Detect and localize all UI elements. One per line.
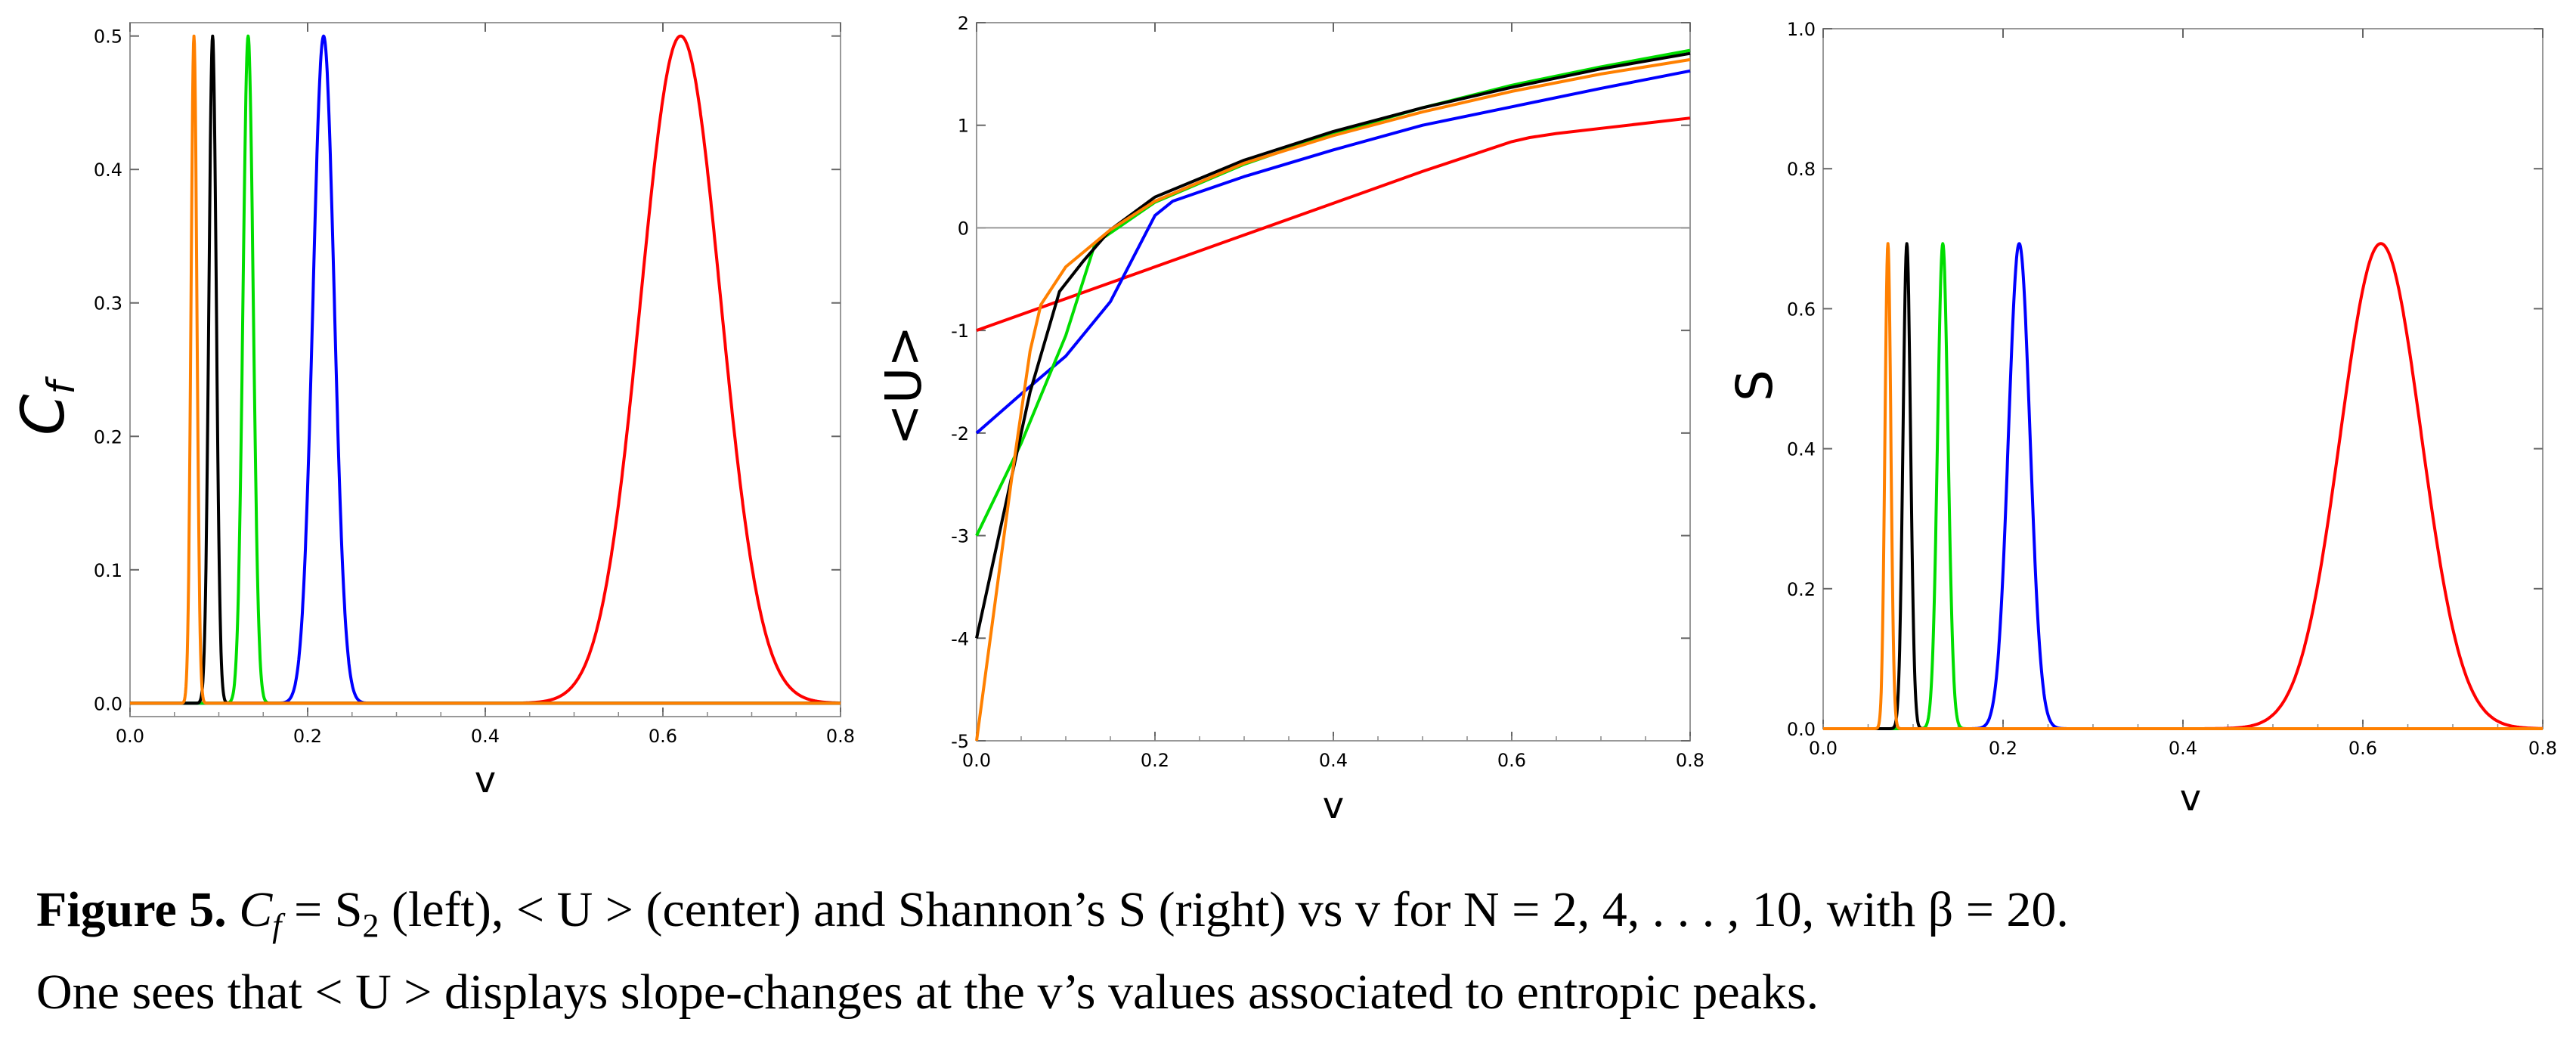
y-tick-label: -1 <box>951 321 969 342</box>
y-tick-label: -4 <box>951 628 969 649</box>
ticks <box>976 22 1691 742</box>
y-tick-label: 0.8 <box>1787 159 1816 180</box>
caption-sub-2: 2 <box>362 907 379 945</box>
y-axis-title-sub: f <box>39 376 83 395</box>
y-tick-label: 0.6 <box>1787 299 1816 320</box>
y-tick-label: 0 <box>958 218 969 239</box>
series-line-n4 <box>975 69 1691 435</box>
series-line-n10 <box>128 34 842 705</box>
panel-left-cf: 0.0 0.2 0.4 0.6 0.8 0.0 0.1 0.2 0.3 0.4 0.5 Cf v <box>10 22 855 801</box>
y-tick-label: 0.2 <box>94 426 122 447</box>
y-tick-label: 0.4 <box>1787 439 1816 460</box>
y-tick-label: 2 <box>958 13 969 34</box>
y-tick-label: 0.4 <box>94 159 122 181</box>
series-line-n10 <box>975 57 1691 742</box>
y-tick-label: 1.0 <box>1787 19 1816 40</box>
caption-label: Figure 5. <box>36 882 227 937</box>
series-line-n6 <box>128 34 842 705</box>
x-axis-title: v <box>1323 785 1344 827</box>
x-tick-label: 0.0 <box>1809 738 1838 759</box>
y-tick-label: 0.3 <box>94 293 122 314</box>
y-tick-label: 0.0 <box>94 693 122 714</box>
series-line-n10 <box>1822 242 2544 730</box>
caption-line-2: One sees that < U > displays slope-chang… <box>36 965 1819 1020</box>
x-tick-label: 0.2 <box>1141 750 1169 771</box>
x-tick-label: 0.8 <box>2528 738 2557 759</box>
caption-text-b: = S <box>281 882 363 937</box>
tick-labels: 0.0 0.2 0.4 0.6 0.8 -5 -4 -3 -2 -1 0 1 2 <box>951 13 1704 771</box>
tick-labels: 0.0 0.2 0.4 0.6 0.8 0.0 0.1 0.2 0.3 0.4 0.5 <box>94 26 855 747</box>
caption-line-1: Figure 5. Cf = S2 (left), < U > (center)… <box>36 877 2561 959</box>
x-tick-label: 0.0 <box>116 726 144 747</box>
curves <box>1822 242 2544 730</box>
curves <box>128 34 842 705</box>
x-tick-label: 0.8 <box>826 726 855 747</box>
y-tick-label: 1 <box>958 116 969 137</box>
panel-right-s: 0.0 0.2 0.4 0.6 0.8 0.0 0.2 0.4 0.6 0.8 1.0 S v <box>1726 19 2557 819</box>
x-tick-label: 0.2 <box>1989 738 2017 759</box>
x-tick-label: 0.4 <box>1319 750 1348 771</box>
x-tick-label: 0.8 <box>1676 750 1704 771</box>
curves <box>975 48 1691 742</box>
series-line-n4 <box>1822 242 2544 730</box>
tick-labels: 0.0 0.2 0.4 0.6 0.8 0.0 0.2 0.4 0.6 0.8 1.0 <box>1787 19 2557 759</box>
y-tick-label: 0.1 <box>94 560 122 581</box>
caption-text-c: (left), < U > (center) and Shannon’s S (… <box>379 882 2069 937</box>
x-tick-label: 0.6 <box>1497 750 1526 771</box>
caption-text-a: C <box>226 882 273 937</box>
ticks <box>1822 28 2543 729</box>
y-axis-title: <U> <box>875 326 933 446</box>
series-line-n8 <box>128 34 842 705</box>
y-tick-label: -2 <box>951 423 969 444</box>
y-tick-label: 0.2 <box>1787 579 1816 600</box>
x-tick-label: 0.4 <box>471 726 500 747</box>
y-axis-title: S <box>1726 370 1784 401</box>
y-tick-label: -5 <box>951 731 969 752</box>
figure-caption: Figure 5. Cf = S2 (left), < U > (center)… <box>36 877 2561 1026</box>
y-tick-label: -3 <box>951 526 969 547</box>
series-line-n2 <box>128 34 842 705</box>
x-tick-label: 0.2 <box>293 726 322 747</box>
x-tick-label: 0.6 <box>649 726 677 747</box>
series-line-n8 <box>1822 242 2544 730</box>
series-line-n8 <box>975 51 1691 639</box>
y-axis-title-main: C <box>10 394 78 435</box>
series-line-n4 <box>128 34 842 705</box>
x-tick-label: 0.0 <box>962 750 991 771</box>
y-tick-label: 0.0 <box>1787 719 1816 740</box>
x-axis-title: v <box>2180 777 2201 819</box>
y-axis-title: Cf <box>10 376 83 435</box>
plot-frame <box>1822 28 2543 729</box>
series-line-n6 <box>1822 242 2544 730</box>
series-line-n2 <box>1822 242 2544 730</box>
x-tick-label: 0.4 <box>2169 738 2197 759</box>
panel-center-u: 0.0 0.2 0.4 0.6 0.8 -5 -4 -3 -2 -1 0 1 2 <U> v <box>875 13 1704 827</box>
caption-sub-1: f <box>272 907 282 945</box>
x-tick-label: 0.6 <box>2348 738 2377 759</box>
x-axis-title: v <box>475 759 496 801</box>
series-line-n2 <box>976 116 1691 332</box>
y-tick-label: 0.5 <box>94 26 122 48</box>
